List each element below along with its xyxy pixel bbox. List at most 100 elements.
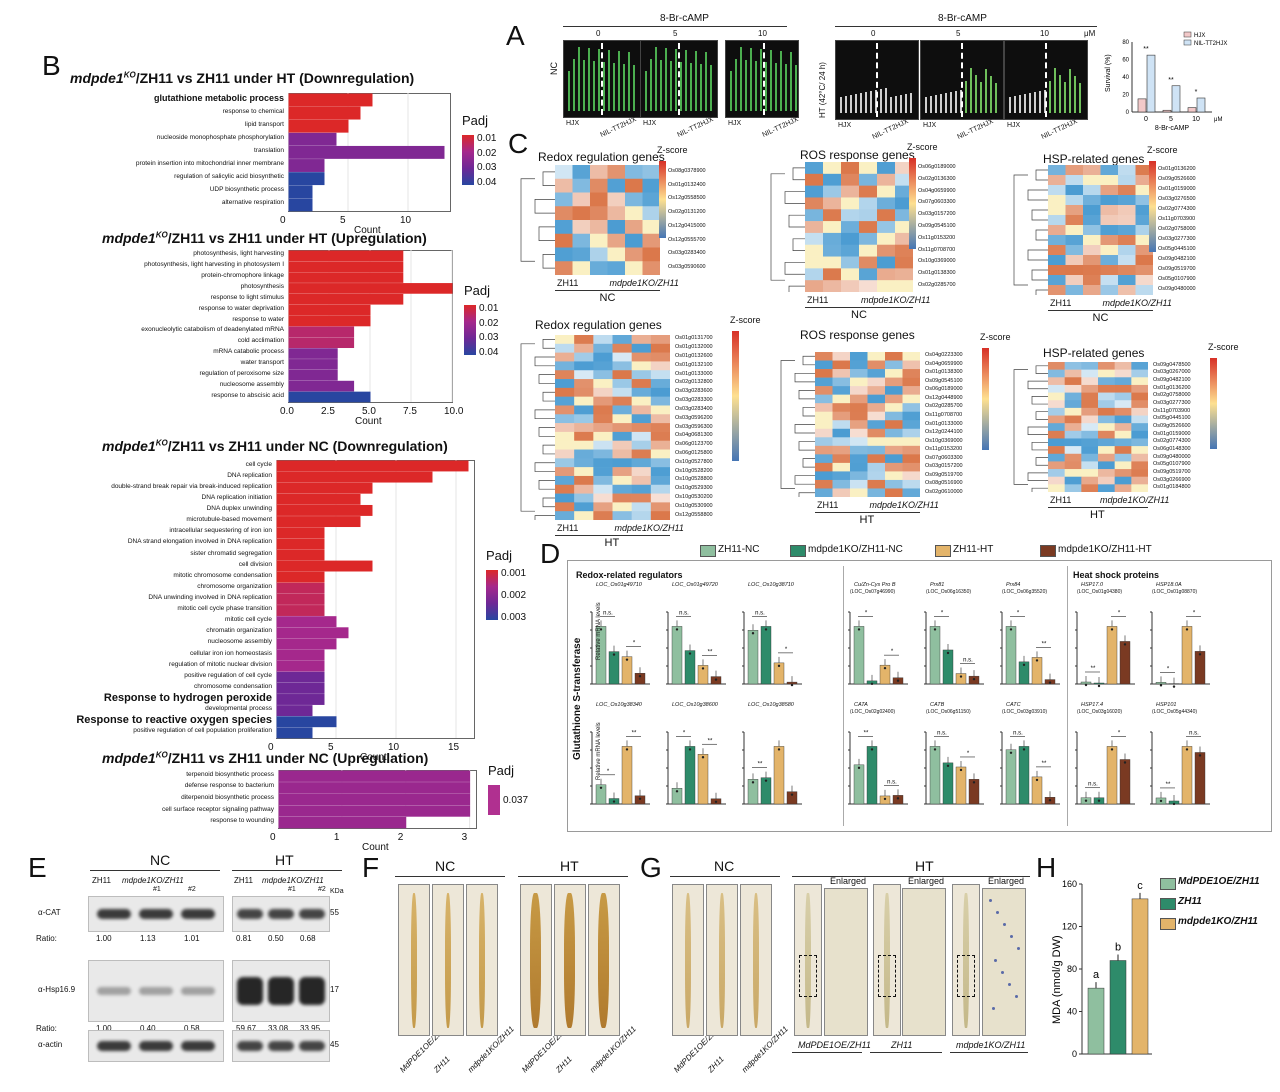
hm-cell <box>574 387 594 397</box>
hm-gene: Os03g0276500 <box>1158 196 1196 202</box>
hm-cell <box>590 220 608 235</box>
hm-cell <box>574 449 594 459</box>
panel-label-e: E <box>28 852 47 883</box>
d-bar <box>955 766 967 805</box>
a-xtick: 0 <box>1144 116 1148 123</box>
go-bar <box>288 348 338 359</box>
e-blot-nc <box>88 1030 224 1062</box>
a-plant <box>885 88 887 113</box>
hm-cell <box>1083 205 1101 216</box>
d-sig: n.s. <box>963 658 973 664</box>
hm-cell <box>593 352 613 362</box>
hm-cell <box>850 471 868 481</box>
d-sig: n.s. <box>1013 730 1023 736</box>
hm-cell <box>1135 275 1153 286</box>
hm-cell <box>650 370 670 380</box>
hm-gene: Os02g0610000 <box>925 488 963 495</box>
go-xtick: 5 <box>340 215 346 226</box>
go-title-italic: mdpde1 <box>102 230 156 246</box>
hm-cell <box>805 244 824 257</box>
hm-cell <box>1100 205 1119 216</box>
hm-cell <box>902 352 920 361</box>
hm-cell <box>1131 453 1148 462</box>
hm-gene: Os09g0545100 <box>925 377 963 384</box>
hm-cell <box>1083 175 1101 186</box>
hm-cell <box>1048 285 1066 295</box>
d-chart-sub: (LOC_Os07g46990) <box>850 589 896 595</box>
g-lane-ht: mdpde1KO/ZH11 <box>956 1040 1026 1050</box>
a-geno-hjx: HJX <box>728 120 742 127</box>
go-bar <box>288 337 355 349</box>
e-ratio: 0.58 <box>184 1024 200 1033</box>
hm-cell <box>631 343 652 353</box>
hm-cell <box>1081 415 1099 424</box>
go-bar <box>278 793 471 806</box>
a-plant <box>633 65 635 111</box>
go-title-italic: mdpde1 <box>102 750 156 766</box>
d-bar <box>773 662 785 685</box>
hm-cell <box>867 437 886 447</box>
hm-cell <box>593 475 613 486</box>
hm-cell <box>1081 369 1099 378</box>
hm-cell <box>1118 165 1136 176</box>
go-title-rest: /ZH11 vs ZH11 under NC (Downregulation) <box>167 438 448 454</box>
d-bar <box>942 762 954 805</box>
go-term-label: photosynthesis <box>240 283 284 290</box>
go-bar <box>276 460 469 472</box>
hm-cell <box>1118 185 1136 196</box>
g-lane-line <box>950 1052 1028 1053</box>
hm-cell <box>1100 265 1119 276</box>
a-geno-hjx: HJX <box>923 122 937 129</box>
go-term-label: response to light stimulus <box>210 293 284 301</box>
g-nc: NC <box>714 858 735 874</box>
hm-cell <box>902 411 920 421</box>
hm-grid <box>770 162 913 292</box>
g-leaf-ht <box>873 884 901 1036</box>
g-spot <box>992 1007 995 1010</box>
d-bar-chart: ** <box>742 731 802 805</box>
hm-cell <box>1098 476 1115 485</box>
e-ratio: 33.08 <box>268 1024 289 1033</box>
hm-gene: Os04g0659900 <box>925 360 963 367</box>
hm-cell <box>612 343 632 353</box>
e-ratio: 0.50 <box>268 934 284 943</box>
e-band <box>299 1041 325 1051</box>
go-bar <box>288 93 373 107</box>
hm-cell <box>555 352 575 362</box>
hm-cell <box>631 431 652 442</box>
a-geno-nil: NIL-TT2HJX <box>871 118 910 141</box>
hm-cell <box>867 411 886 421</box>
a-plant <box>623 64 625 111</box>
d-divider-2 <box>1067 566 1068 826</box>
hm-cell <box>593 431 613 442</box>
a-plant <box>790 52 792 111</box>
go-term-label: response to wounding <box>210 817 274 825</box>
a-conc-nc: 0 <box>596 29 601 38</box>
hm-cell <box>650 361 670 371</box>
hm-zscore-bar <box>659 161 666 238</box>
hm-gene: Os09g0519700 <box>1158 266 1196 272</box>
hm-cell <box>1114 362 1132 370</box>
a-plant <box>573 59 575 111</box>
e-band <box>97 1041 131 1051</box>
f-leaf <box>588 884 620 1036</box>
hm-cell <box>642 220 660 235</box>
hm-cell <box>1081 362 1099 370</box>
d-chart-sub: (LOC_Os03g03910) <box>1002 709 1048 715</box>
panel-label-g: G <box>640 852 662 883</box>
hm-cell <box>555 414 575 424</box>
hm-cell <box>815 377 833 387</box>
hm-cell <box>555 192 573 207</box>
d-legend-swatch <box>1040 545 1056 557</box>
hm-cell <box>841 232 860 246</box>
go-term-label: double-strand break repair via break-ind… <box>111 482 272 490</box>
hm-cell <box>1064 484 1082 492</box>
d-bar <box>1018 746 1030 805</box>
go-bar <box>288 326 355 338</box>
a-conc-ht: 0 <box>871 29 876 38</box>
go-term-label: cell surface receptor signaling pathway <box>161 805 274 813</box>
d-bar <box>853 626 865 685</box>
hm-cell <box>650 467 670 477</box>
hm-cell <box>590 247 608 262</box>
hm-cell <box>625 233 643 248</box>
